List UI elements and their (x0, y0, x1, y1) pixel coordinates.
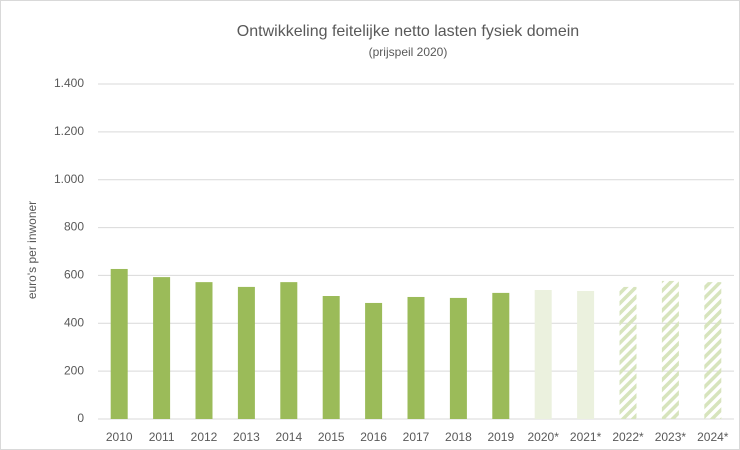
x-tick-label: 2017 (403, 430, 430, 444)
x-tick-label: 2011 (149, 430, 175, 444)
x-tick-label: 2013 (233, 430, 260, 444)
y-tick-label: 1.400 (54, 76, 84, 90)
x-tick-label: 2012 (191, 430, 218, 444)
bar (661, 280, 679, 419)
x-tick-label: 2020* (528, 430, 560, 444)
y-tick-label: 200 (64, 363, 84, 377)
y-tick-label: 400 (64, 315, 84, 329)
x-tick-label: 2010 (106, 430, 133, 444)
x-tick-label: 2019 (487, 430, 514, 444)
x-tick-label: 2021* (570, 430, 602, 444)
x-tick-label: 2022* (612, 430, 644, 444)
x-tick-label: 2016 (360, 430, 387, 444)
chart-subtitle: (prijspeil 2020) (369, 45, 448, 59)
y-axis-label: euro's per inwoner (25, 201, 39, 299)
x-tick-label: 2018 (445, 430, 472, 444)
y-tick-label: 600 (64, 268, 84, 282)
y-tick-label: 0 (77, 411, 84, 425)
bar (492, 292, 510, 419)
y-tick-label: 1.200 (54, 124, 84, 138)
x-tick-label: 2015 (318, 430, 345, 444)
bar (110, 268, 128, 419)
bar (619, 286, 637, 419)
bar (153, 277, 171, 419)
x-tick-label: 2024* (697, 430, 729, 444)
bar (577, 290, 595, 419)
bar (534, 290, 552, 419)
bar (365, 302, 383, 419)
bar (704, 282, 722, 419)
x-tick-label: 2023* (655, 430, 687, 444)
bar (237, 286, 255, 419)
y-tick-label: 1.000 (54, 172, 84, 186)
bar (407, 296, 425, 419)
bar (322, 296, 340, 419)
bar (449, 297, 467, 419)
chart-title: Ontwikkeling feitelijke netto lasten fys… (237, 23, 579, 40)
y-tick-label: 800 (64, 220, 84, 234)
x-tick-label: 2014 (275, 430, 302, 444)
bar (195, 282, 213, 419)
bar (280, 282, 298, 419)
